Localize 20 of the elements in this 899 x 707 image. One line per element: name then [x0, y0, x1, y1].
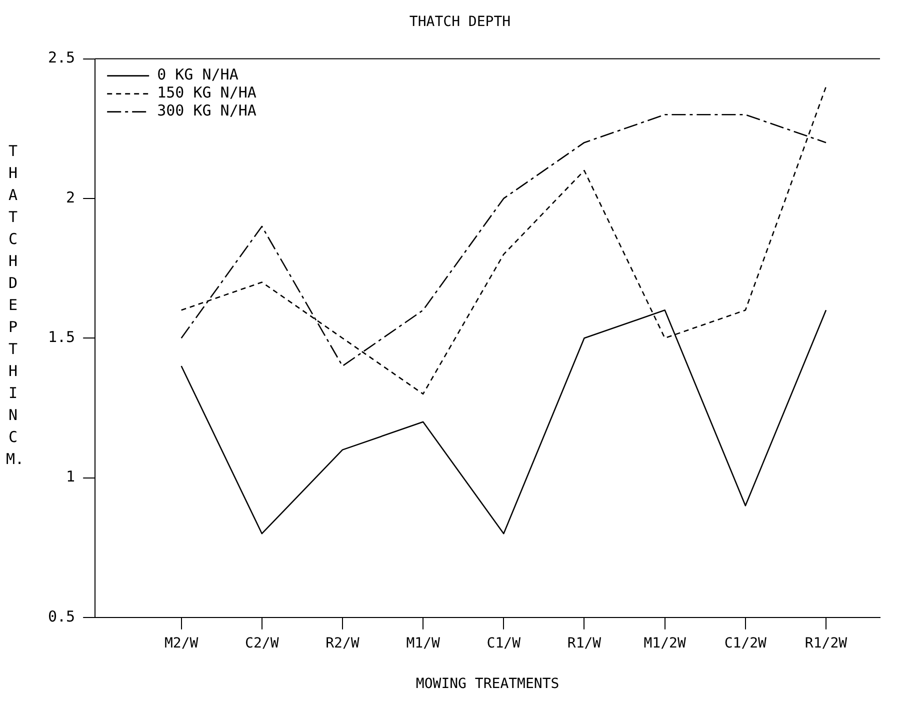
legend-label: 300 KG N/HA	[157, 102, 256, 120]
x-tick-label: R1/2W	[804, 635, 848, 652]
x-tick-label: R1/W	[567, 635, 602, 652]
y-tick-label: 0.5	[48, 607, 76, 626]
x-tick-label: C1/2W	[724, 635, 768, 652]
x-tick-label: C2/W	[245, 635, 280, 652]
x-tick-label: M1/W	[406, 635, 441, 652]
chart-title: THATCH DEPTH	[409, 14, 511, 30]
y-tick-label: 1.5	[48, 328, 76, 346]
y-tick-label: 2.5	[48, 48, 76, 67]
x-tick-label: C1/W	[486, 635, 522, 652]
x-tick-label: M1/2W	[644, 635, 686, 652]
x-tick-label: M2/W	[164, 635, 199, 652]
x-axis-title: MOWING TREATMENTS	[416, 676, 560, 692]
y-tick-label: 2	[66, 188, 76, 206]
y-tick-label: 1	[66, 468, 76, 486]
text: THATCH DEPTH IN CM.	[6, 142, 24, 468]
legend-label: 0 KG N/HA	[157, 66, 238, 84]
x-tick-label: R2/W	[326, 635, 360, 652]
legend-label: 150 KG N/HA	[157, 84, 256, 102]
